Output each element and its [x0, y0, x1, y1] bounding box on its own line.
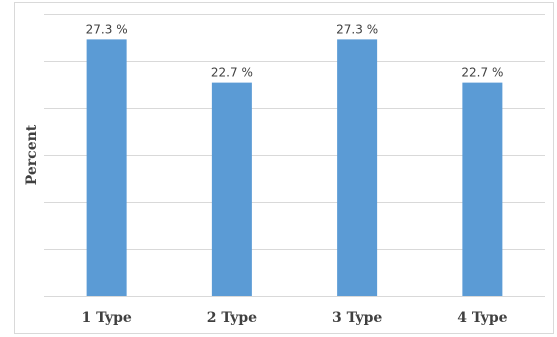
data-label-4: 22.7 % [461, 66, 503, 80]
y-axis-title: Percent [24, 124, 40, 185]
x-tick-labels: 1 Type 2 Type 3 Type 4 Type [81, 310, 507, 326]
bar-3 [337, 39, 378, 296]
x-tick-label-4: 4 Type [457, 310, 507, 326]
x-tick-label-3: 3 Type [332, 310, 382, 326]
x-tick-label-2: 2 Type [207, 310, 257, 326]
x-tick-label-1: 1 Type [81, 310, 131, 326]
bar-4 [462, 82, 503, 297]
bar-1 [86, 39, 127, 296]
gridlines [44, 14, 545, 297]
bar-2 [211, 82, 252, 297]
bars [86, 39, 503, 297]
data-label-1: 27.3 % [86, 22, 128, 36]
data-label-3: 27.3 % [336, 22, 378, 36]
data-labels: 27.3 % 22.7 % 27.3 % 22.7 % [86, 22, 504, 79]
data-label-2: 22.7 % [211, 66, 253, 80]
